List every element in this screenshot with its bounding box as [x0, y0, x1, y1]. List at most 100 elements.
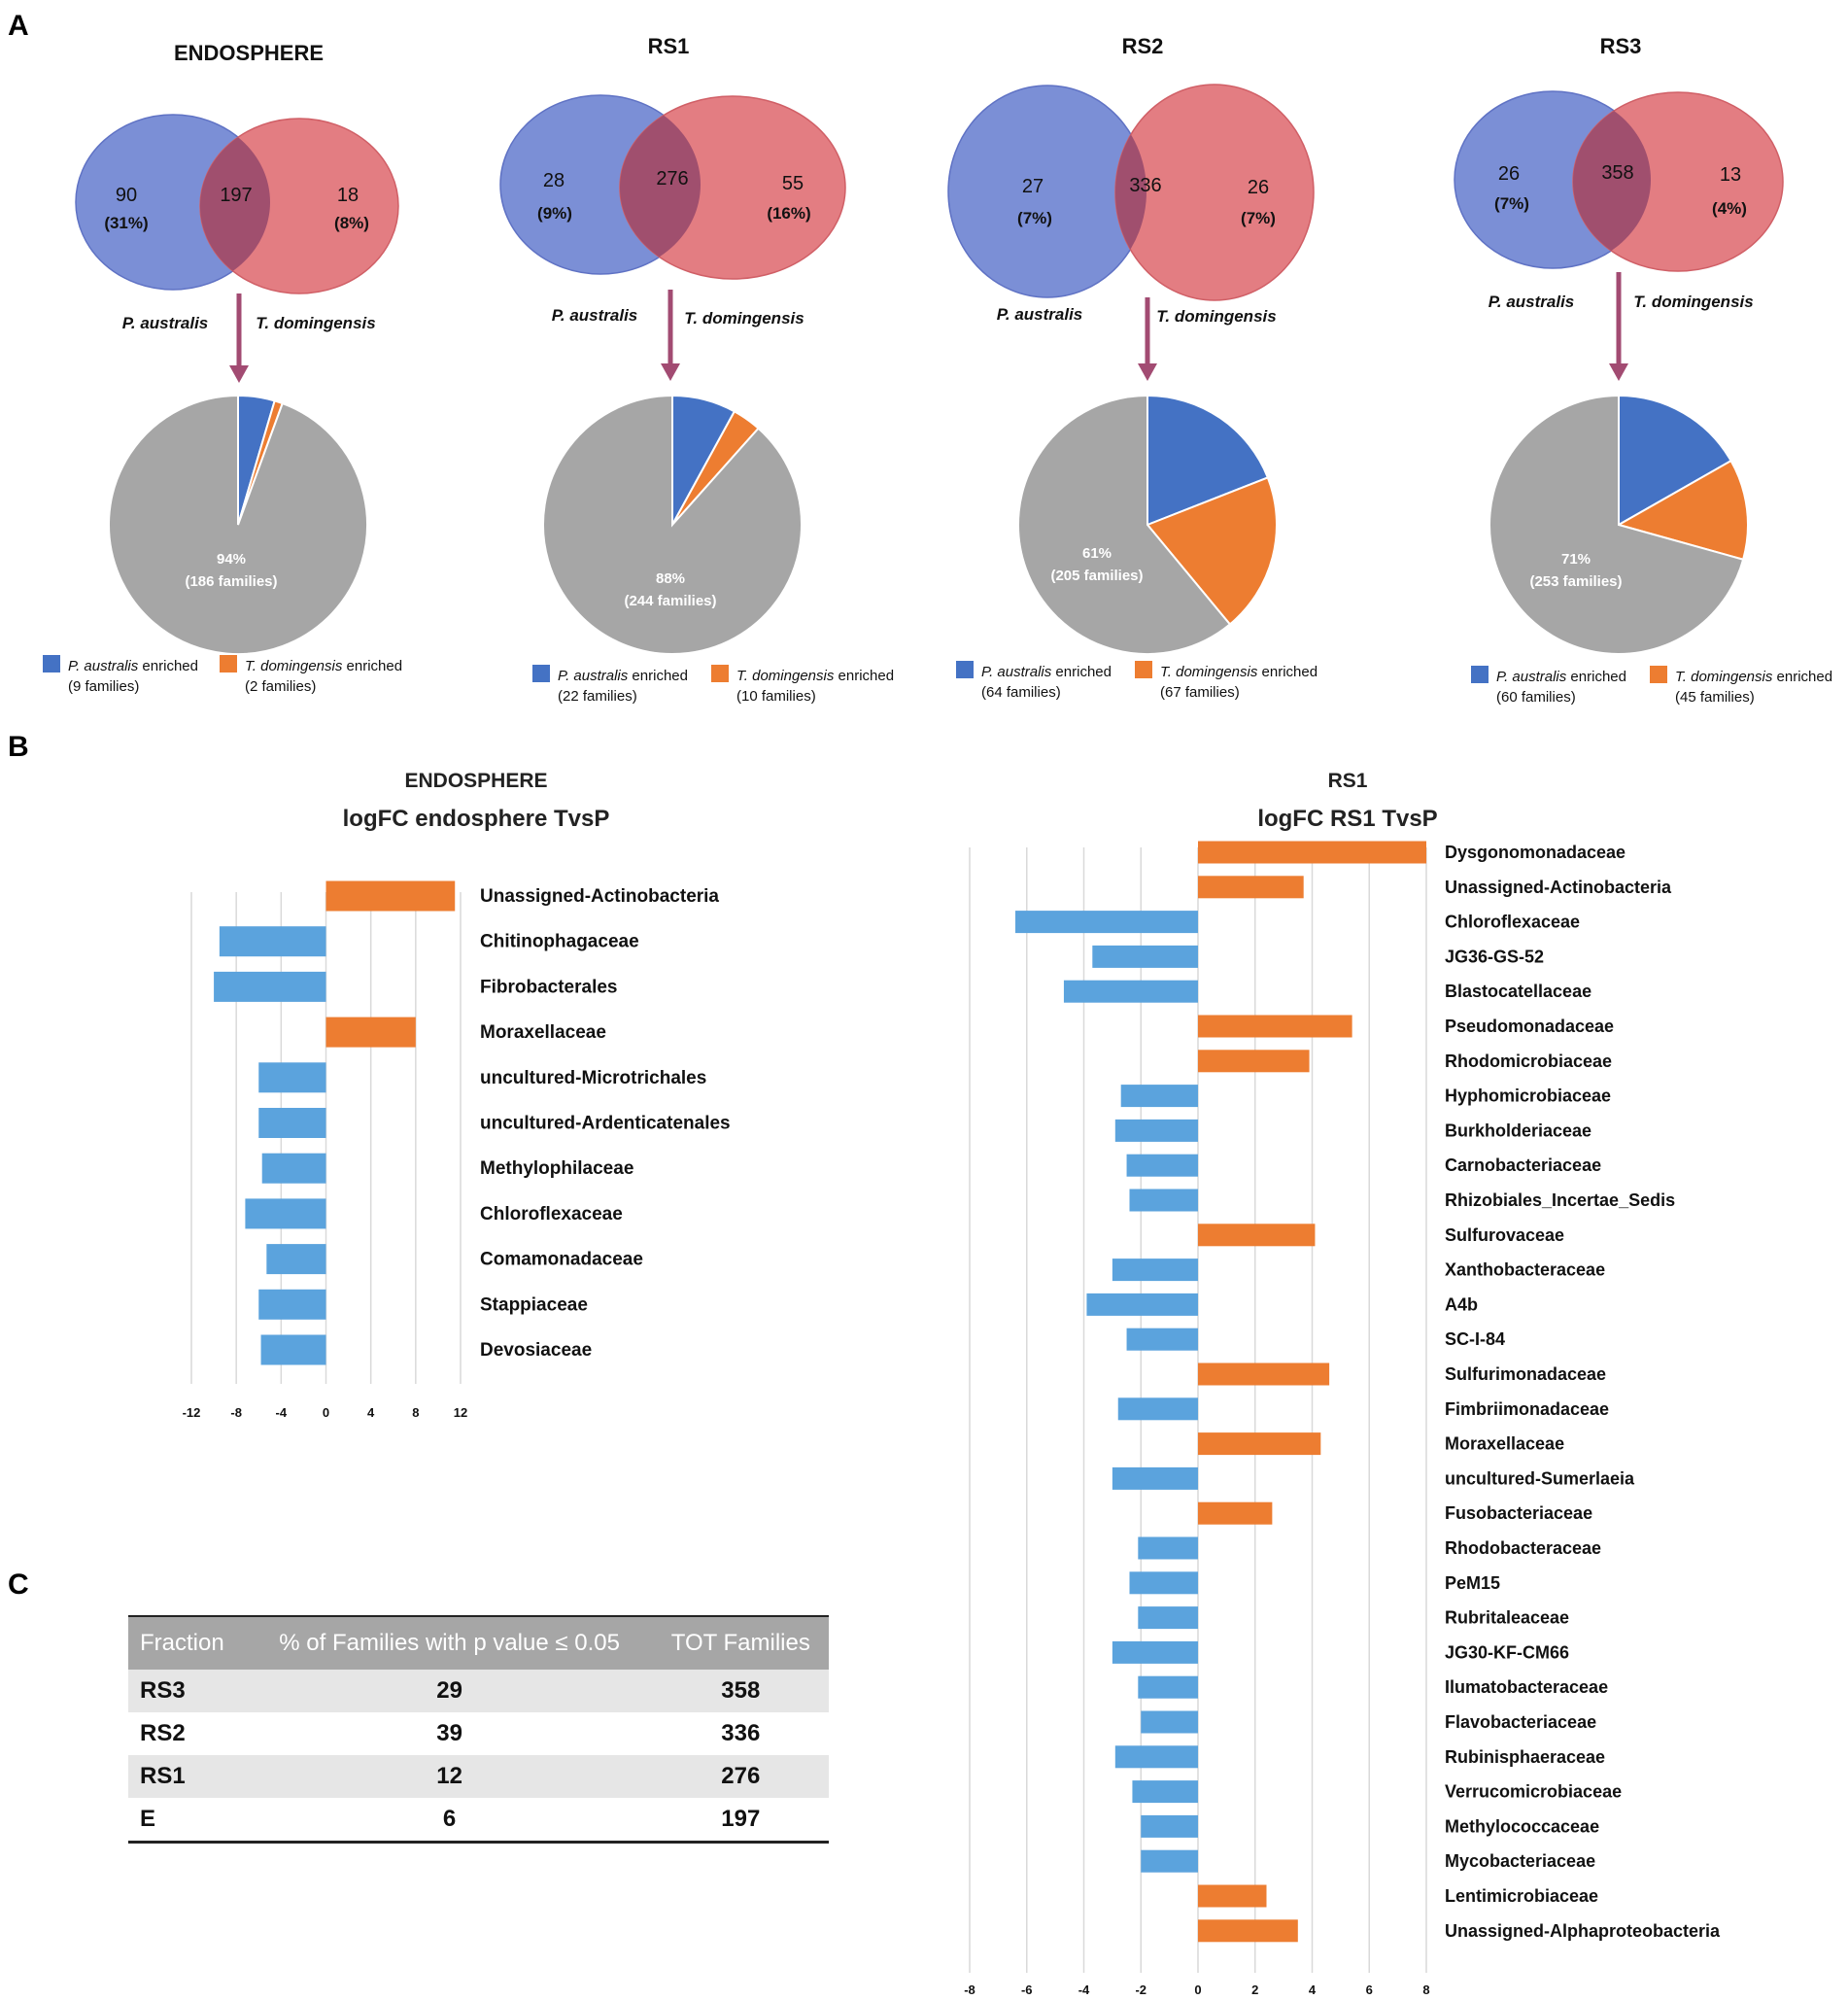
legend-swatch-p-australis — [1471, 666, 1489, 683]
legend-count-t-domingensis: (2 families) — [245, 678, 316, 695]
legend-count-t-domingensis: (10 families) — [736, 688, 816, 705]
x-tick-label: -2 — [1135, 1983, 1146, 1997]
bar — [1138, 1536, 1198, 1560]
pie-grey-families: (205 families) — [1050, 568, 1143, 584]
arrow-head — [229, 365, 249, 383]
x-tick-label: -8 — [964, 1983, 975, 1997]
venn-right-count: 18 — [337, 185, 359, 206]
legend-suffix: enriched — [834, 668, 894, 684]
stats-table: Fraction % of Families with p value ≤ 0.… — [128, 1615, 829, 1844]
bar — [1198, 841, 1426, 864]
category-label: Moraxellaceae — [480, 1022, 606, 1043]
bar — [1198, 1501, 1273, 1525]
pie-grey-pct: 71% — [1561, 551, 1591, 568]
venn-left-count: 27 — [1022, 176, 1044, 197]
panel-letter-b: B — [8, 731, 29, 763]
venn-right-pct: (4%) — [1712, 199, 1747, 218]
category-label: Unassigned-Alphaproteobacteria — [1445, 1921, 1721, 1941]
venn-right-label: T. domingensis — [684, 309, 804, 328]
pie-grey-families: (186 families) — [185, 573, 277, 590]
venn-overlap — [200, 119, 270, 290]
category-label: Fimbriimonadaceae — [1445, 1399, 1609, 1419]
legend-swatch-t-domingensis — [711, 665, 729, 682]
x-tick-label: 8 — [1422, 1983, 1429, 1997]
bar — [1138, 1675, 1198, 1699]
legend-swatch-p-australis — [532, 665, 550, 682]
table-header-row: Fraction % of Families with p value ≤ 0.… — [128, 1615, 829, 1670]
category-label: Fusobacteriaceae — [1445, 1503, 1592, 1523]
venn-left-count: 90 — [116, 185, 137, 206]
legend-species-name: T. domingensis — [1160, 664, 1258, 680]
table-cell: RS1 — [128, 1755, 247, 1798]
table-cell: RS3 — [128, 1670, 247, 1712]
category-label: Fibrobacterales — [480, 977, 618, 997]
venn-right-count: 55 — [782, 173, 804, 194]
legend-suffix: enriched — [342, 658, 402, 674]
venn-title: RS1 — [648, 34, 690, 58]
table-header: TOT Families — [652, 1615, 829, 1670]
bar — [1117, 1397, 1198, 1421]
legend-label-p-australis: P. australis enriched — [558, 668, 688, 684]
venn-overlap — [620, 96, 701, 274]
bar — [1141, 1849, 1198, 1873]
legend-label-p-australis: P. australis enriched — [1496, 669, 1626, 685]
arrow-head — [1138, 363, 1157, 381]
category-label: Pseudomonadaceae — [1445, 1017, 1614, 1036]
venn-right-pct: (8%) — [334, 214, 369, 232]
panel-letter-c: C — [8, 1569, 29, 1601]
pie-grey-families: (244 families) — [624, 593, 716, 609]
bar — [245, 1198, 326, 1229]
pie-slice-shared — [107, 394, 368, 655]
legend-label-t-domingensis: T. domingensis enriched — [736, 668, 894, 684]
category-label: JG30-KF-CM66 — [1445, 1642, 1569, 1662]
bar — [258, 1289, 326, 1320]
bar — [1086, 1293, 1198, 1316]
bar — [214, 971, 326, 1002]
bar — [1198, 876, 1304, 899]
venn-group-rs2: RS2 27 (7%) 336 26 (7%) P. australis T. dominge… — [947, 34, 1318, 701]
bar-chart-endosphere: ENDOSPHERE logFC endosphere TvsP -12 -8 -4 0 4… — [183, 770, 731, 1420]
bar-panels: ENDOSPHERE logFC endosphere TvsP -12 -8 -4 0 4… — [183, 770, 1721, 1997]
bar — [1141, 1710, 1198, 1734]
legend-count-t-domingensis: (67 families) — [1160, 684, 1240, 701]
table-cell: RS2 — [140, 1720, 186, 1746]
venn-left-pct: (7%) — [1017, 209, 1052, 227]
venn-shared-count: 276 — [656, 168, 688, 190]
bar — [1114, 1745, 1198, 1769]
venn-shared-count: 197 — [220, 185, 252, 206]
pie-slice-shared — [1017, 394, 1232, 655]
category-label: Rhizobiales_Incertae_Sedis — [1445, 1190, 1675, 1210]
table-cell: 276 — [652, 1755, 829, 1798]
category-label: A4b — [1445, 1294, 1478, 1314]
bar — [1112, 1640, 1198, 1664]
category-label: Verrucomicrobiaceae — [1445, 1782, 1622, 1802]
category-label: uncultured-Microtrichales — [480, 1068, 706, 1088]
category-label: uncultured-Sumerlaeia — [1445, 1468, 1635, 1488]
venn-left-count: 26 — [1498, 163, 1520, 185]
category-label: Ilumatobacteraceae — [1445, 1677, 1608, 1697]
legend-swatch-t-domingensis — [220, 655, 237, 672]
category-label: Chloroflexaceae — [480, 1204, 623, 1224]
pie-slice-t-domingensis — [1146, 476, 1278, 626]
bar — [261, 1153, 326, 1184]
x-tick-label: 8 — [412, 1405, 419, 1420]
table-header: Fraction — [128, 1615, 247, 1670]
x-tick-label: -6 — [1021, 1983, 1033, 1997]
table-cell: E — [128, 1798, 247, 1844]
pie-grey-pct: 61% — [1082, 545, 1112, 562]
legend-label-p-australis: P. australis enriched — [981, 664, 1112, 680]
category-label: Unassigned-Actinobacteria — [480, 886, 719, 907]
category-label: Carnobacteriaceae — [1445, 1155, 1601, 1175]
bar — [1198, 1015, 1352, 1038]
legend-swatch-t-domingensis — [1650, 666, 1667, 683]
chart-section-title: RS1 — [1328, 770, 1368, 792]
category-label: uncultured-Ardenticatenales — [480, 1114, 731, 1134]
bar — [1063, 980, 1198, 1003]
legend-suffix: enriched — [138, 658, 198, 674]
x-tick-label: 6 — [1366, 1983, 1373, 1997]
venn-title: RS3 — [1600, 34, 1642, 58]
legend-suffix: enriched — [628, 668, 688, 684]
legend-label-t-domingensis: T. domingensis enriched — [1675, 669, 1832, 685]
venn-right-pct: (16%) — [767, 204, 810, 223]
x-tick-label: -4 — [276, 1405, 288, 1420]
